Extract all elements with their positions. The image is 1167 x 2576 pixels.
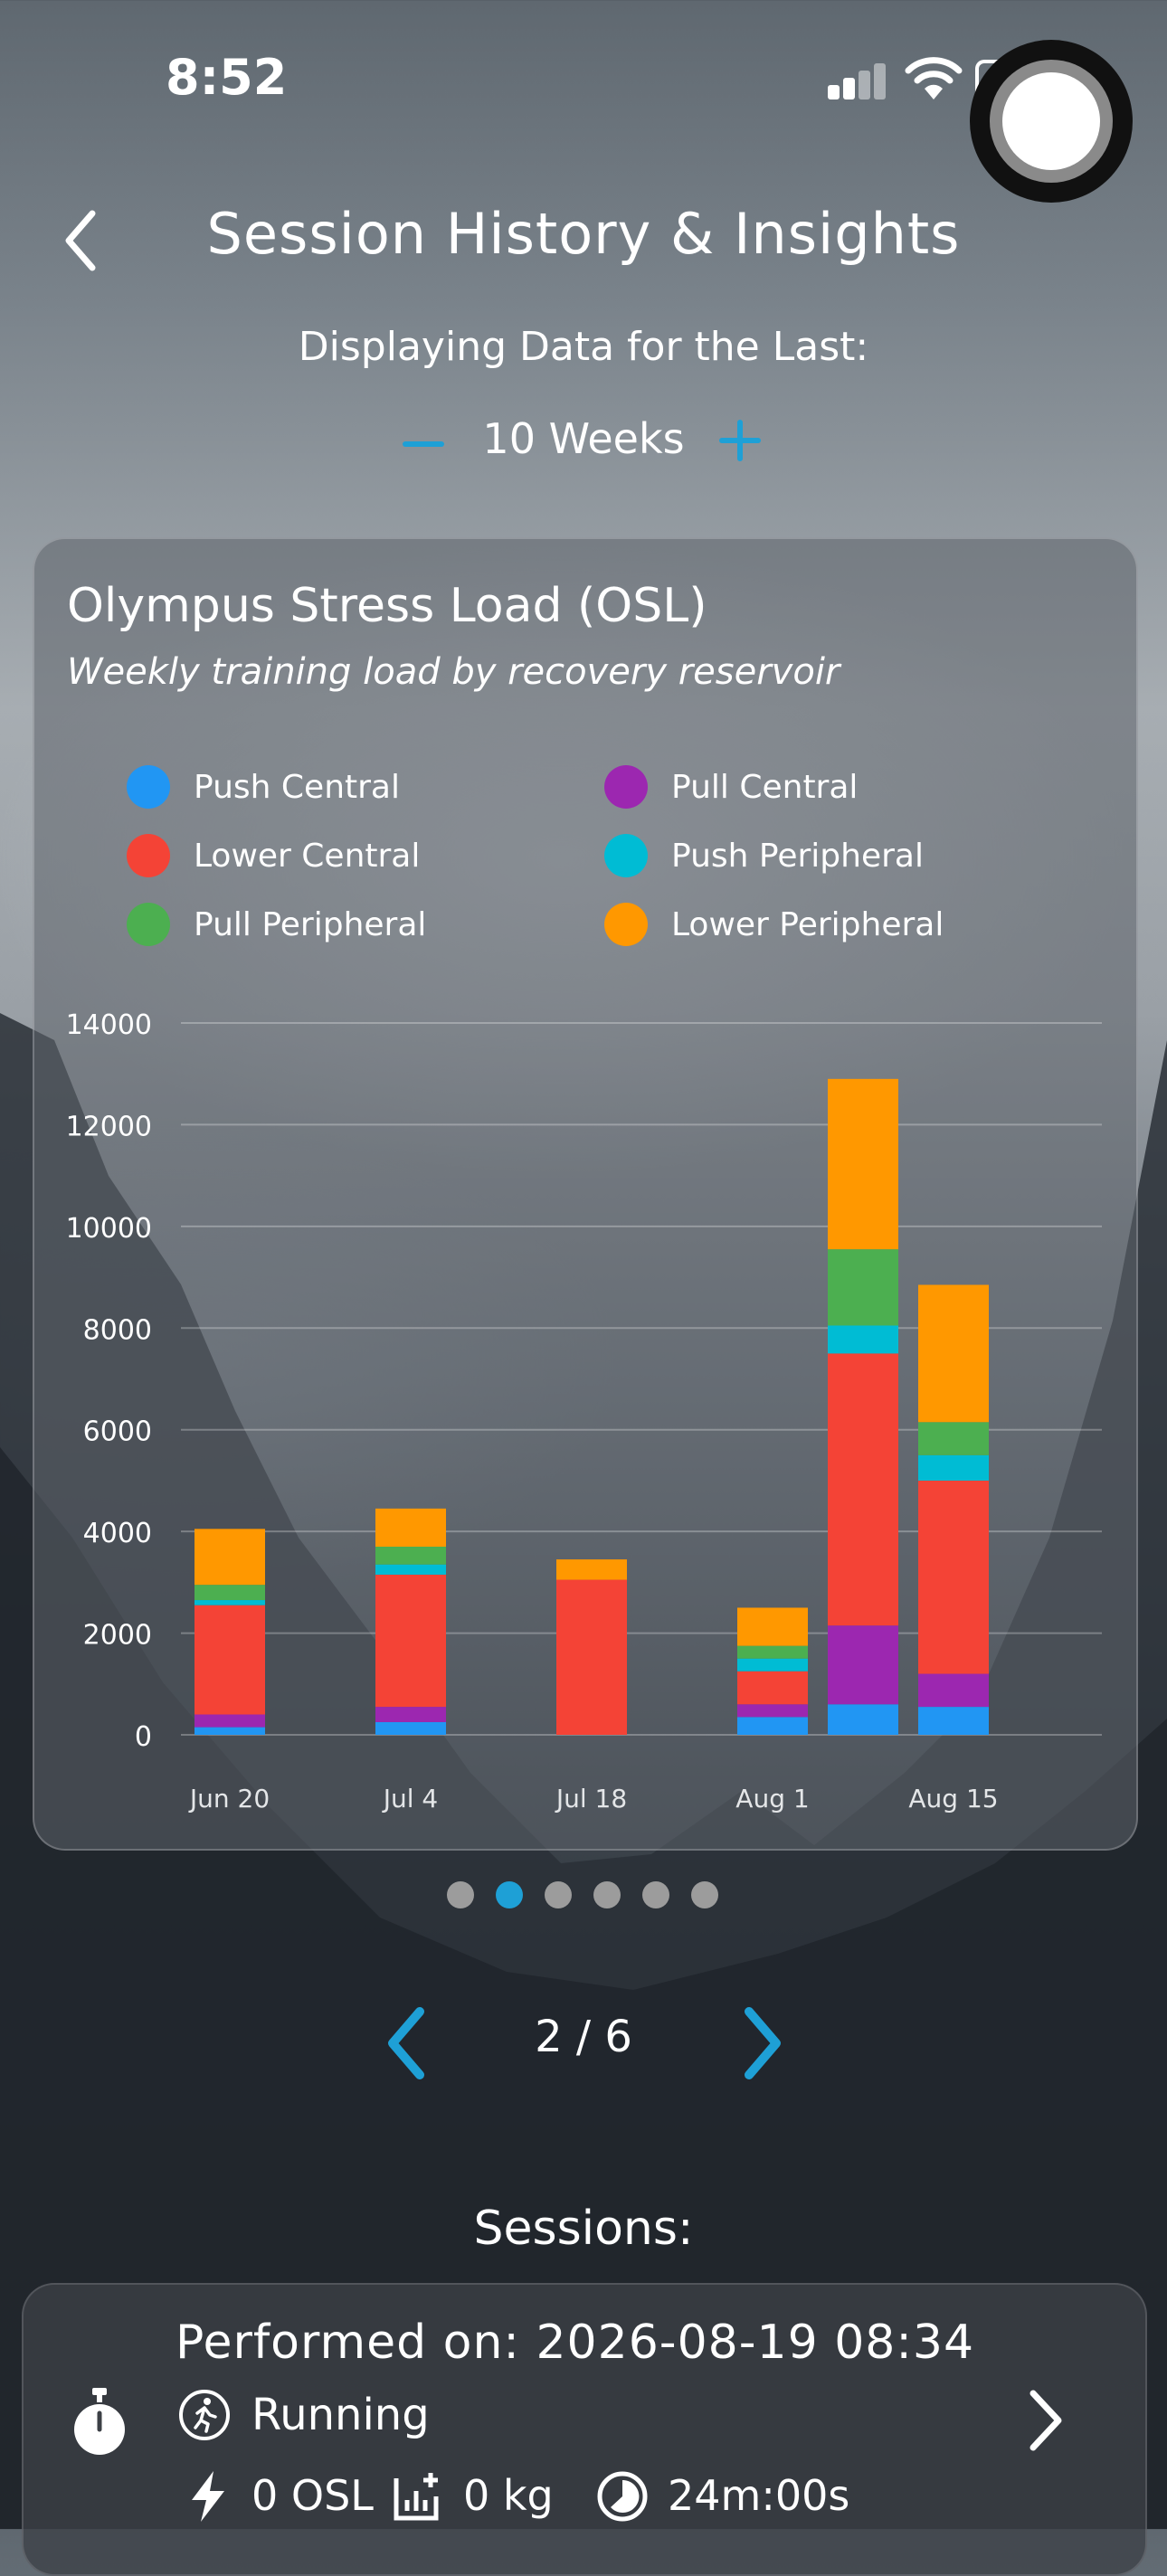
- bar-segment: [737, 1645, 808, 1659]
- legend-item-push-peripheral: Push Peripheral: [604, 834, 924, 877]
- y-tick-label: 4000: [83, 1518, 152, 1549]
- bar-segment: [918, 1454, 989, 1481]
- bar-segment: [556, 1579, 627, 1735]
- bar-segment: [918, 1284, 989, 1423]
- x-tick-label: Jul 18: [555, 1784, 627, 1814]
- page-dot-active[interactable]: [496, 1881, 523, 1908]
- page-dot[interactable]: [593, 1881, 621, 1908]
- legend-item-lower-central: Lower Central: [127, 834, 420, 877]
- bar-segment: [737, 1671, 808, 1705]
- page-title: Session History & Insights: [206, 201, 961, 267]
- session-card[interactable]: [22, 2283, 1147, 2576]
- bar-segment: [918, 1422, 989, 1455]
- lightning-icon: [192, 2471, 224, 2522]
- bar-segment: [737, 1607, 808, 1646]
- status-bar: 8:52: [0, 0, 1167, 154]
- legend-swatch: [604, 834, 648, 877]
- y-tick-label: 10000: [66, 1213, 152, 1245]
- y-tick-label: 12000: [66, 1111, 152, 1142]
- bar-segment: [556, 1559, 627, 1580]
- bar-segment: [828, 1078, 898, 1250]
- legend-swatch: [604, 765, 648, 809]
- page-dot[interactable]: [545, 1881, 572, 1908]
- bar-segment: [375, 1721, 446, 1735]
- bar-segment: [194, 1600, 265, 1605]
- bar-segment: [918, 1707, 989, 1735]
- legend-swatch: [127, 765, 170, 809]
- session-open-chevron-icon[interactable]: [1022, 2384, 1067, 2457]
- chart-add-icon: [394, 2473, 439, 2521]
- x-tick-label: Aug 15: [908, 1784, 998, 1814]
- bar-segment: [194, 1585, 265, 1601]
- running-icon: [179, 2390, 230, 2440]
- legend-label: Lower Peripheral: [671, 905, 944, 943]
- sessions-heading: Sessions:: [473, 2202, 694, 2256]
- bar-segment: [737, 1717, 808, 1735]
- legend-item-pull-peripheral: Pull Peripheral: [127, 903, 426, 946]
- bar-segment: [918, 1673, 989, 1708]
- session-osl: 0 OSL: [251, 2471, 374, 2520]
- bar-segment: [194, 1605, 265, 1715]
- y-tick-label: 0: [135, 1721, 152, 1753]
- wifi-icon: [905, 57, 963, 99]
- legend-swatch: [127, 834, 170, 877]
- x-tick-label: Jul 4: [382, 1784, 439, 1814]
- cellular-signal-icon: [828, 63, 886, 99]
- bar-segment: [737, 1704, 808, 1718]
- page-dot[interactable]: [447, 1881, 474, 1908]
- bar-segment: [375, 1508, 446, 1548]
- bar-segment: [375, 1707, 446, 1722]
- bar-segment: [194, 1714, 265, 1728]
- page-indicator: 2 / 6: [535, 2012, 632, 2062]
- status-time: 8:52: [166, 49, 288, 106]
- bar-segment: [828, 1625, 898, 1705]
- chart-title: Olympus Stress Load (OSL): [67, 579, 707, 633]
- bar-segment: [375, 1564, 446, 1575]
- page-dot[interactable]: [642, 1881, 669, 1908]
- bar-segment: [828, 1704, 898, 1735]
- session-weight: 0 kg: [463, 2471, 554, 2520]
- legend-item-lower-peripheral: Lower Peripheral: [604, 903, 944, 946]
- screen-record-button[interactable]: [970, 40, 1133, 203]
- legend-label: Pull Central: [671, 768, 859, 806]
- bar-segment: [918, 1480, 989, 1674]
- legend-label: Pull Peripheral: [194, 905, 427, 943]
- range-label: Displaying Data for the Last:: [298, 324, 869, 370]
- bar-segment: [194, 1529, 265, 1586]
- x-tick-label: Aug 1: [735, 1784, 809, 1814]
- bar-segment: [737, 1658, 808, 1672]
- chevron-right-icon[interactable]: [735, 2003, 789, 2084]
- bar-segment: [828, 1353, 898, 1626]
- bar-segment: [828, 1249, 898, 1326]
- bar-segment: [375, 1547, 446, 1565]
- plus-icon[interactable]: [719, 418, 764, 463]
- legend-label: Lower Central: [194, 837, 421, 875]
- range-value: 10 Weeks: [482, 414, 685, 463]
- legend-item-pull-central: Pull Central: [604, 765, 858, 809]
- timer-icon: [597, 2471, 648, 2522]
- legend-swatch: [604, 903, 648, 946]
- bar-segment: [194, 1727, 265, 1735]
- page-dot[interactable]: [691, 1881, 718, 1908]
- session-activity: Running: [251, 2390, 430, 2440]
- y-tick-label: 2000: [83, 1620, 152, 1652]
- session-performed: Performed on: 2026-08-19 08:34: [176, 2316, 975, 2370]
- back-chevron-icon[interactable]: [54, 204, 109, 277]
- x-tick-label: Jun 20: [188, 1784, 270, 1814]
- legend-label: Push Central: [194, 768, 400, 806]
- bar-segment: [828, 1325, 898, 1354]
- stacked-bar-chart: 0 2000 4000 6000 8000 10000 12000 14000 Jun 20 Ju…: [66, 1009, 999, 1814]
- legend-item-push-central: Push Central: [127, 765, 400, 809]
- legend-swatch: [127, 903, 170, 946]
- legend-label: Push Peripheral: [671, 837, 924, 875]
- bar-segment: [375, 1574, 446, 1708]
- y-tick-label: 8000: [83, 1314, 152, 1346]
- chart-subtitle: Weekly training load by recovery reservo…: [67, 651, 840, 693]
- y-tick-label: 6000: [83, 1416, 152, 1448]
- chevron-left-icon[interactable]: [380, 2003, 434, 2084]
- y-tick-label: 14000: [66, 1009, 152, 1041]
- minus-icon[interactable]: [403, 412, 448, 475]
- stopwatch-icon: [74, 2388, 125, 2455]
- session-duration: 24m:00s: [668, 2471, 850, 2520]
